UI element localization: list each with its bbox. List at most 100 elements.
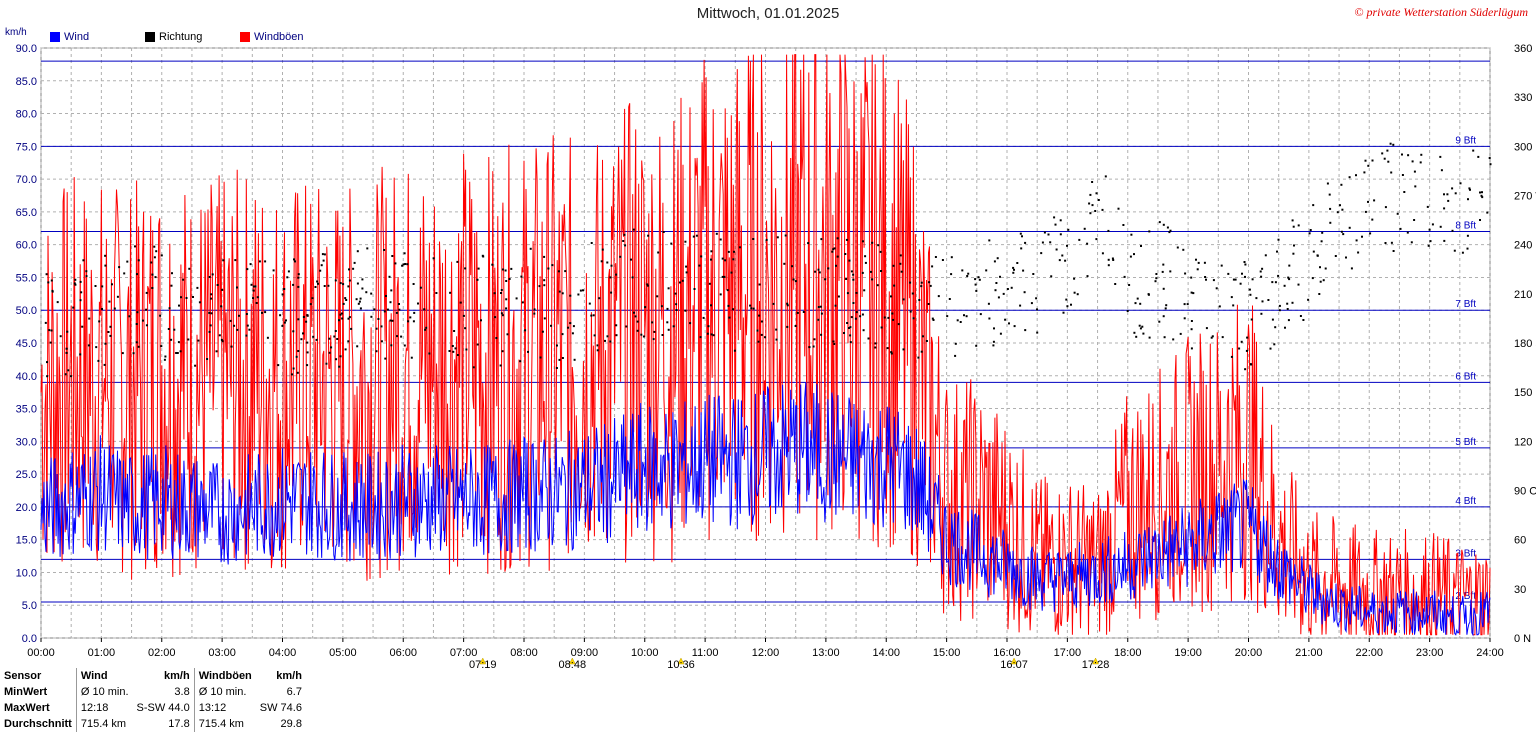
- direction-point: [188, 267, 191, 270]
- direction-point: [966, 275, 969, 277]
- direction-point: [291, 373, 293, 376]
- direction-point: [1163, 336, 1166, 339]
- direction-point: [1283, 284, 1286, 287]
- x-tick-label: 07:00: [450, 647, 478, 659]
- direction-point: [1312, 250, 1315, 253]
- direction-point: [845, 278, 848, 280]
- direction-point: [609, 340, 612, 343]
- direction-point: [145, 308, 148, 311]
- y-right-tick-label: 240: [1514, 240, 1532, 252]
- direction-point: [864, 261, 867, 264]
- direction-point: [333, 335, 336, 338]
- beaufort-label: 9 Bft: [1455, 135, 1476, 146]
- direction-point: [928, 281, 931, 284]
- direction-point: [911, 292, 914, 295]
- direction-point: [145, 324, 148, 327]
- direction-point: [403, 252, 406, 255]
- direction-point: [1107, 264, 1110, 267]
- direction-point: [807, 242, 810, 245]
- direction-point: [1318, 293, 1321, 295]
- direction-point: [302, 332, 304, 335]
- direction-point: [155, 250, 158, 253]
- direction-point: [1371, 159, 1374, 162]
- y-right-tick-label: 360 N: [1514, 43, 1536, 55]
- direction-point: [48, 329, 51, 332]
- direction-point: [524, 329, 527, 332]
- direction-point: [97, 359, 100, 362]
- direction-point: [765, 238, 768, 241]
- direction-point: [1166, 226, 1169, 229]
- direction-point: [505, 280, 508, 282]
- direction-point: [377, 318, 380, 320]
- direction-point: [1012, 271, 1015, 274]
- direction-point: [464, 267, 467, 270]
- direction-point: [820, 333, 823, 336]
- direction-point: [151, 273, 154, 276]
- x-tick-label: 02:00: [148, 647, 176, 659]
- direction-point: [494, 316, 497, 319]
- direction-point: [712, 334, 715, 337]
- direction-point: [1319, 266, 1321, 269]
- direction-point: [221, 288, 224, 291]
- direction-point: [118, 266, 121, 269]
- direction-point: [74, 278, 77, 281]
- direction-point: [824, 278, 827, 281]
- direction-point: [323, 253, 326, 256]
- direction-point: [476, 278, 479, 281]
- direction-point: [194, 364, 197, 367]
- direction-point: [1061, 254, 1064, 257]
- direction-point: [832, 248, 835, 251]
- direction-point: [515, 297, 518, 300]
- direction-point: [1190, 276, 1193, 279]
- direction-point: [1117, 207, 1120, 210]
- direction-point: [347, 317, 350, 320]
- direction-point: [1162, 287, 1165, 290]
- sun-marker-icon: [1092, 657, 1099, 665]
- direction-point: [394, 262, 397, 265]
- direction-point: [150, 261, 153, 264]
- direction-point: [69, 375, 72, 378]
- direction-point: [1384, 206, 1387, 209]
- direction-point: [104, 254, 107, 257]
- direction-point: [353, 261, 356, 264]
- direction-point: [615, 273, 618, 276]
- direction-point: [997, 296, 1000, 299]
- direction-point: [996, 257, 999, 260]
- direction-point: [347, 285, 350, 288]
- direction-point: [56, 301, 59, 304]
- direction-point: [1316, 254, 1319, 257]
- direction-point: [192, 296, 194, 298]
- direction-point: [871, 241, 874, 244]
- direction-point: [359, 297, 362, 300]
- direction-point: [1340, 230, 1343, 233]
- direction-point: [832, 340, 835, 343]
- direction-point: [1326, 182, 1329, 185]
- direction-point: [855, 311, 858, 314]
- direction-point: [160, 345, 163, 348]
- direction-point: [1195, 258, 1197, 261]
- direction-point: [794, 280, 797, 283]
- direction-point: [79, 280, 82, 283]
- direction-point: [1288, 264, 1291, 267]
- direction-point: [1035, 297, 1038, 300]
- direction-point: [640, 333, 643, 336]
- y-tick-label: 90.0: [16, 43, 37, 55]
- direction-point: [80, 291, 83, 294]
- direction-point: [772, 302, 775, 305]
- direction-point: [1293, 244, 1295, 247]
- direction-point: [845, 238, 848, 241]
- direction-point: [79, 353, 82, 356]
- direction-point: [167, 328, 170, 330]
- direction-point: [272, 269, 275, 272]
- direction-point: [1439, 155, 1442, 158]
- x-tick-label: 15:00: [933, 647, 961, 659]
- direction-point: [1147, 293, 1150, 296]
- direction-point: [1486, 211, 1489, 214]
- direction-point: [1459, 182, 1462, 185]
- direction-point: [850, 316, 853, 319]
- direction-point: [336, 338, 339, 340]
- direction-point: [210, 312, 213, 315]
- direction-point: [689, 322, 692, 325]
- direction-point: [249, 263, 252, 266]
- direction-point: [1320, 240, 1323, 243]
